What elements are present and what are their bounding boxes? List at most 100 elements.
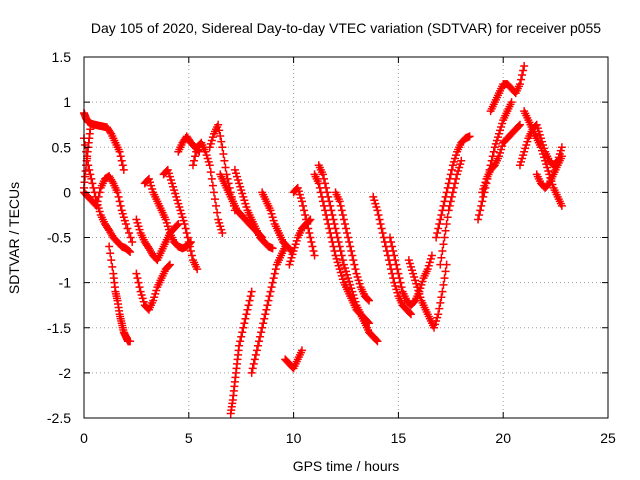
data-point (115, 197, 124, 206)
data-point (244, 301, 253, 310)
data-point (520, 62, 529, 71)
data-point (441, 267, 450, 276)
data-point (310, 251, 319, 260)
data-point (215, 126, 224, 135)
data-point (246, 292, 255, 301)
data-point (247, 368, 256, 377)
data-point (128, 238, 137, 247)
data-point (125, 228, 134, 237)
series-track-8 (140, 174, 195, 253)
data-point (387, 238, 396, 247)
data-point (335, 242, 344, 251)
data-point (346, 242, 355, 251)
data-point (249, 359, 258, 368)
data-point (252, 346, 261, 355)
y-tick-label: -2 (59, 365, 72, 381)
data-point (324, 192, 333, 201)
data-point (397, 283, 406, 292)
series-track-6 (132, 260, 174, 314)
data-point (515, 80, 524, 89)
data-point (123, 224, 132, 233)
chart-title: Day 105 of 2020, Sidereal Day-to-day VTE… (91, 20, 601, 36)
data-point (336, 201, 345, 210)
data-point (181, 224, 190, 233)
data-point (218, 143, 227, 152)
data-point (135, 283, 144, 292)
data-point (126, 337, 135, 346)
data-point (299, 201, 308, 210)
series-track-30 (486, 62, 529, 116)
data-point (557, 152, 566, 161)
data-point (242, 310, 251, 319)
y-tick-label: -1 (59, 275, 72, 291)
data-point (266, 287, 275, 296)
data-point (250, 355, 259, 364)
data-point (507, 98, 516, 107)
data-point (335, 197, 344, 206)
data-point (191, 152, 200, 161)
data-point (88, 179, 97, 188)
data-point (334, 238, 343, 247)
data-point (92, 201, 101, 210)
data-point (475, 210, 484, 219)
series-track-16 (247, 242, 290, 377)
data-point (214, 120, 223, 129)
data-point (364, 295, 373, 304)
data-point (376, 219, 385, 228)
data-marks (80, 62, 566, 418)
data-point (323, 188, 332, 197)
data-point (331, 224, 340, 233)
data-point (443, 213, 452, 222)
data-point (133, 274, 142, 283)
series-track-3 (80, 172, 137, 247)
series-track-28 (436, 156, 466, 269)
y-tick-label: 0.5 (52, 139, 72, 155)
data-point (106, 249, 115, 258)
y-tick-label: 0 (63, 184, 71, 200)
data-point (435, 219, 444, 228)
series-track-14 (226, 287, 256, 418)
data-point (438, 247, 447, 256)
data-point (119, 165, 128, 174)
data-point (374, 210, 383, 219)
data-point (364, 318, 373, 327)
data-point (332, 228, 341, 237)
data-point (260, 314, 269, 323)
data-point (218, 228, 227, 237)
data-point (437, 253, 446, 262)
data-point (164, 261, 173, 270)
data-point (390, 251, 399, 260)
data-point (105, 242, 114, 251)
data-point (321, 179, 330, 188)
series-track-17 (258, 188, 296, 256)
data-point (333, 233, 342, 242)
data-point (340, 219, 349, 228)
data-point (305, 228, 314, 237)
data-point (108, 262, 117, 271)
data-point (237, 332, 246, 341)
data-point (327, 206, 336, 215)
data-point (386, 233, 395, 242)
data-point (193, 265, 202, 274)
data-point (114, 192, 123, 201)
data-point (188, 161, 197, 170)
data-point (349, 256, 358, 265)
data-point (259, 319, 268, 328)
data-point (126, 233, 135, 242)
data-point (262, 305, 271, 314)
series-track-18 (281, 346, 306, 373)
data-point (208, 181, 217, 190)
data-point (93, 197, 102, 206)
data-point (557, 201, 566, 210)
data-point (336, 247, 345, 256)
data-point (221, 163, 230, 172)
data-point (345, 238, 354, 247)
series-track-9 (159, 165, 202, 274)
data-point (132, 269, 141, 278)
data-point (318, 170, 327, 179)
series-track-26 (404, 256, 451, 332)
data-point (394, 269, 403, 278)
data-point (445, 201, 454, 210)
data-point (433, 228, 442, 237)
data-point (89, 183, 98, 192)
